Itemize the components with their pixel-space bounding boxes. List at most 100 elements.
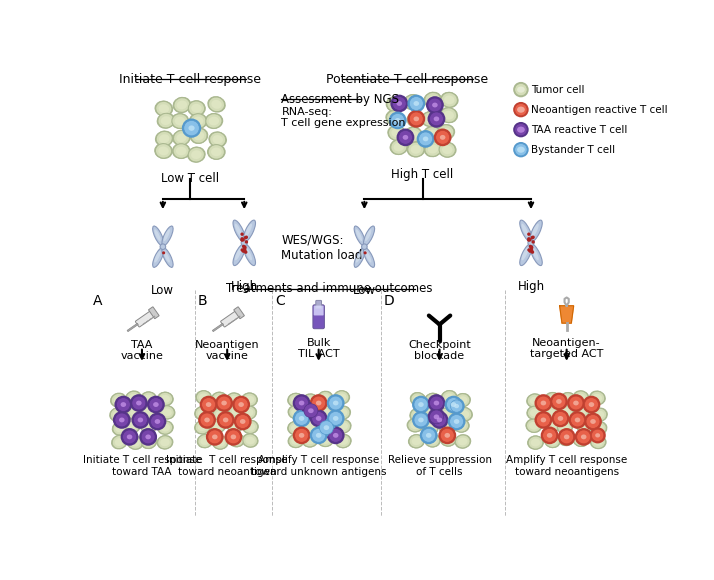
Circle shape <box>151 415 164 429</box>
Ellipse shape <box>545 393 560 405</box>
Text: Neoantigen
vaccine: Neoantigen vaccine <box>195 340 259 361</box>
Ellipse shape <box>556 399 562 404</box>
Ellipse shape <box>198 409 207 417</box>
Ellipse shape <box>141 405 156 418</box>
Circle shape <box>241 238 245 241</box>
Ellipse shape <box>159 134 169 143</box>
Ellipse shape <box>316 433 321 438</box>
Circle shape <box>527 237 531 241</box>
Ellipse shape <box>441 128 451 136</box>
Circle shape <box>312 396 326 410</box>
Circle shape <box>575 428 593 446</box>
Circle shape <box>531 236 534 240</box>
Circle shape <box>217 411 235 429</box>
Bar <box>238 316 241 318</box>
Ellipse shape <box>423 421 438 434</box>
Ellipse shape <box>223 418 228 422</box>
Text: Bulk
TIL ACT: Bulk TIL ACT <box>298 338 339 359</box>
Ellipse shape <box>425 434 440 447</box>
Bar <box>234 318 238 320</box>
Ellipse shape <box>406 111 425 128</box>
Ellipse shape <box>336 406 350 419</box>
Ellipse shape <box>316 391 333 405</box>
Circle shape <box>218 413 233 427</box>
Ellipse shape <box>214 395 224 403</box>
Ellipse shape <box>593 394 602 402</box>
Ellipse shape <box>140 419 156 434</box>
Ellipse shape <box>336 420 351 433</box>
Circle shape <box>535 411 553 429</box>
Circle shape <box>236 415 250 429</box>
Ellipse shape <box>244 409 253 417</box>
Ellipse shape <box>212 434 218 439</box>
Ellipse shape <box>161 116 171 125</box>
Circle shape <box>121 428 139 446</box>
Ellipse shape <box>299 416 304 421</box>
Circle shape <box>558 428 575 446</box>
Ellipse shape <box>441 390 458 404</box>
Ellipse shape <box>144 423 153 430</box>
Ellipse shape <box>548 437 557 445</box>
Ellipse shape <box>128 422 137 430</box>
Ellipse shape <box>306 397 316 405</box>
Ellipse shape <box>411 393 426 406</box>
Ellipse shape <box>159 405 176 419</box>
Ellipse shape <box>442 391 456 404</box>
Ellipse shape <box>245 396 254 404</box>
Ellipse shape <box>411 408 425 422</box>
Ellipse shape <box>592 422 606 435</box>
Ellipse shape <box>291 408 301 416</box>
Ellipse shape <box>154 251 161 263</box>
Ellipse shape <box>428 436 437 444</box>
Ellipse shape <box>547 409 556 417</box>
Ellipse shape <box>423 126 441 142</box>
Circle shape <box>389 111 406 129</box>
Ellipse shape <box>190 114 206 128</box>
Ellipse shape <box>230 422 240 430</box>
Ellipse shape <box>573 433 589 447</box>
Ellipse shape <box>559 392 576 407</box>
Ellipse shape <box>410 392 426 407</box>
Ellipse shape <box>308 408 313 413</box>
Ellipse shape <box>226 419 243 433</box>
Circle shape <box>226 430 241 444</box>
Ellipse shape <box>213 436 228 449</box>
Ellipse shape <box>436 124 456 140</box>
Ellipse shape <box>208 97 225 112</box>
Ellipse shape <box>303 404 320 418</box>
Bar <box>231 320 234 322</box>
Ellipse shape <box>231 436 241 444</box>
Ellipse shape <box>153 248 164 267</box>
Ellipse shape <box>323 425 329 430</box>
Circle shape <box>527 238 531 242</box>
Ellipse shape <box>428 144 438 154</box>
Ellipse shape <box>433 117 439 121</box>
Ellipse shape <box>438 125 454 139</box>
Circle shape <box>201 398 216 411</box>
Ellipse shape <box>527 436 544 450</box>
Circle shape <box>530 245 533 249</box>
Circle shape <box>243 245 246 249</box>
Ellipse shape <box>438 408 453 421</box>
Circle shape <box>242 249 245 253</box>
Ellipse shape <box>386 110 404 126</box>
Ellipse shape <box>532 224 539 237</box>
Circle shape <box>531 251 534 254</box>
Ellipse shape <box>154 229 161 241</box>
Ellipse shape <box>226 393 242 407</box>
Ellipse shape <box>528 406 542 419</box>
Circle shape <box>243 249 246 252</box>
Circle shape <box>200 396 218 414</box>
Ellipse shape <box>590 392 605 404</box>
Ellipse shape <box>140 405 157 419</box>
Ellipse shape <box>175 117 186 125</box>
Ellipse shape <box>391 140 407 154</box>
Ellipse shape <box>441 433 456 446</box>
Ellipse shape <box>241 393 258 407</box>
Ellipse shape <box>411 145 421 154</box>
Ellipse shape <box>171 113 189 129</box>
Ellipse shape <box>521 247 528 260</box>
Ellipse shape <box>318 433 333 447</box>
Ellipse shape <box>336 434 351 448</box>
Ellipse shape <box>125 390 142 405</box>
